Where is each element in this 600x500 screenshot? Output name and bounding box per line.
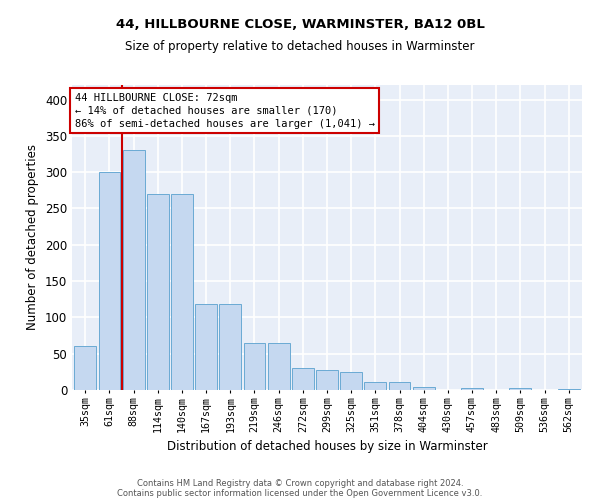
Text: 44, HILLBOURNE CLOSE, WARMINSTER, BA12 0BL: 44, HILLBOURNE CLOSE, WARMINSTER, BA12 0… [116,18,484,30]
Bar [195,304,217,390]
Bar [292,368,314,390]
Bar [98,172,121,390]
Bar [389,382,410,390]
X-axis label: Distribution of detached houses by size in Warminster: Distribution of detached houses by size … [167,440,487,453]
Bar [558,388,580,390]
Text: Contains HM Land Registry data © Crown copyright and database right 2024.: Contains HM Land Registry data © Crown c… [137,478,463,488]
Text: Size of property relative to detached houses in Warminster: Size of property relative to detached ho… [125,40,475,53]
Bar [123,150,145,390]
Y-axis label: Number of detached properties: Number of detached properties [26,144,40,330]
Bar [74,346,96,390]
Bar [340,372,362,390]
Bar [364,382,386,390]
Bar [147,194,169,390]
Bar [244,343,265,390]
Bar [461,388,483,390]
Bar [171,194,193,390]
Bar [316,370,338,390]
Bar [413,387,434,390]
Bar [509,388,531,390]
Text: 44 HILLBOURNE CLOSE: 72sqm
← 14% of detached houses are smaller (170)
86% of sem: 44 HILLBOURNE CLOSE: 72sqm ← 14% of deta… [74,92,374,129]
Text: Contains public sector information licensed under the Open Government Licence v3: Contains public sector information licen… [118,488,482,498]
Bar [220,304,241,390]
Bar [268,343,290,390]
